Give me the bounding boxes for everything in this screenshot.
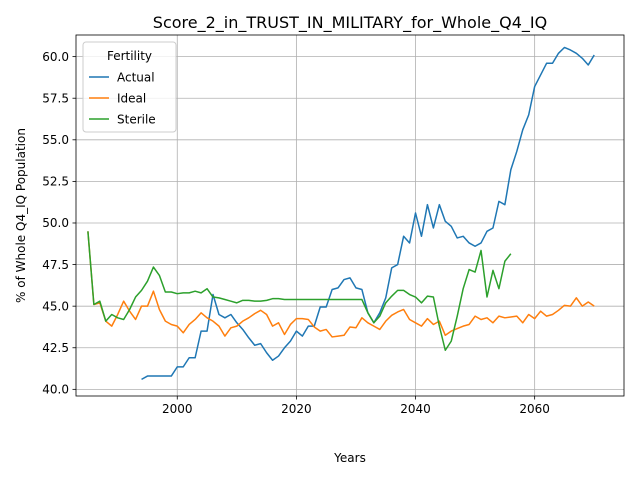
series-line-sterile: [87, 231, 512, 351]
y-tick-label: 50.0: [42, 216, 69, 230]
series-layer: [87, 46, 595, 381]
legend-label-actual: Actual: [117, 71, 155, 85]
series-line-ideal: [87, 231, 595, 338]
x-tick-label: 2020: [281, 402, 312, 416]
chart-title: Score_2_in_TRUST_IN_MILITARY_for_Whole_Q…: [153, 13, 547, 33]
legend-title: Fertility: [107, 49, 152, 63]
legend-box: [82, 41, 177, 133]
y-tick-label: 40.0: [42, 383, 69, 397]
y-tick-label: 45.0: [42, 299, 69, 313]
x-tick-label: 2040: [400, 402, 431, 416]
plot-frame: [75, 34, 625, 397]
y-tick-label: 57.5: [42, 91, 69, 105]
x-tick-label: 2060: [519, 402, 550, 416]
x-axis-label: Years: [333, 451, 366, 465]
y-axis-label: % of Whole Q4_IQ Population: [14, 128, 28, 303]
legend: Fertility Actual Ideal Sterile: [82, 41, 177, 133]
y-tick-label: 42.5: [42, 341, 69, 355]
legend-label-sterile: Sterile: [117, 113, 156, 127]
y-tick-label: 60.0: [42, 50, 69, 64]
legend-label-ideal: Ideal: [117, 92, 146, 106]
x-tick-label: 2000: [162, 402, 193, 416]
axis-ticks: 2000 2020 2040 2060 40.0 42.5 45.0 47.5 50.0 52.5…: [42, 50, 550, 416]
y-tick-label: 52.5: [42, 175, 69, 189]
y-tick-label: 47.5: [42, 258, 69, 272]
y-tick-label: 55.0: [42, 133, 69, 147]
